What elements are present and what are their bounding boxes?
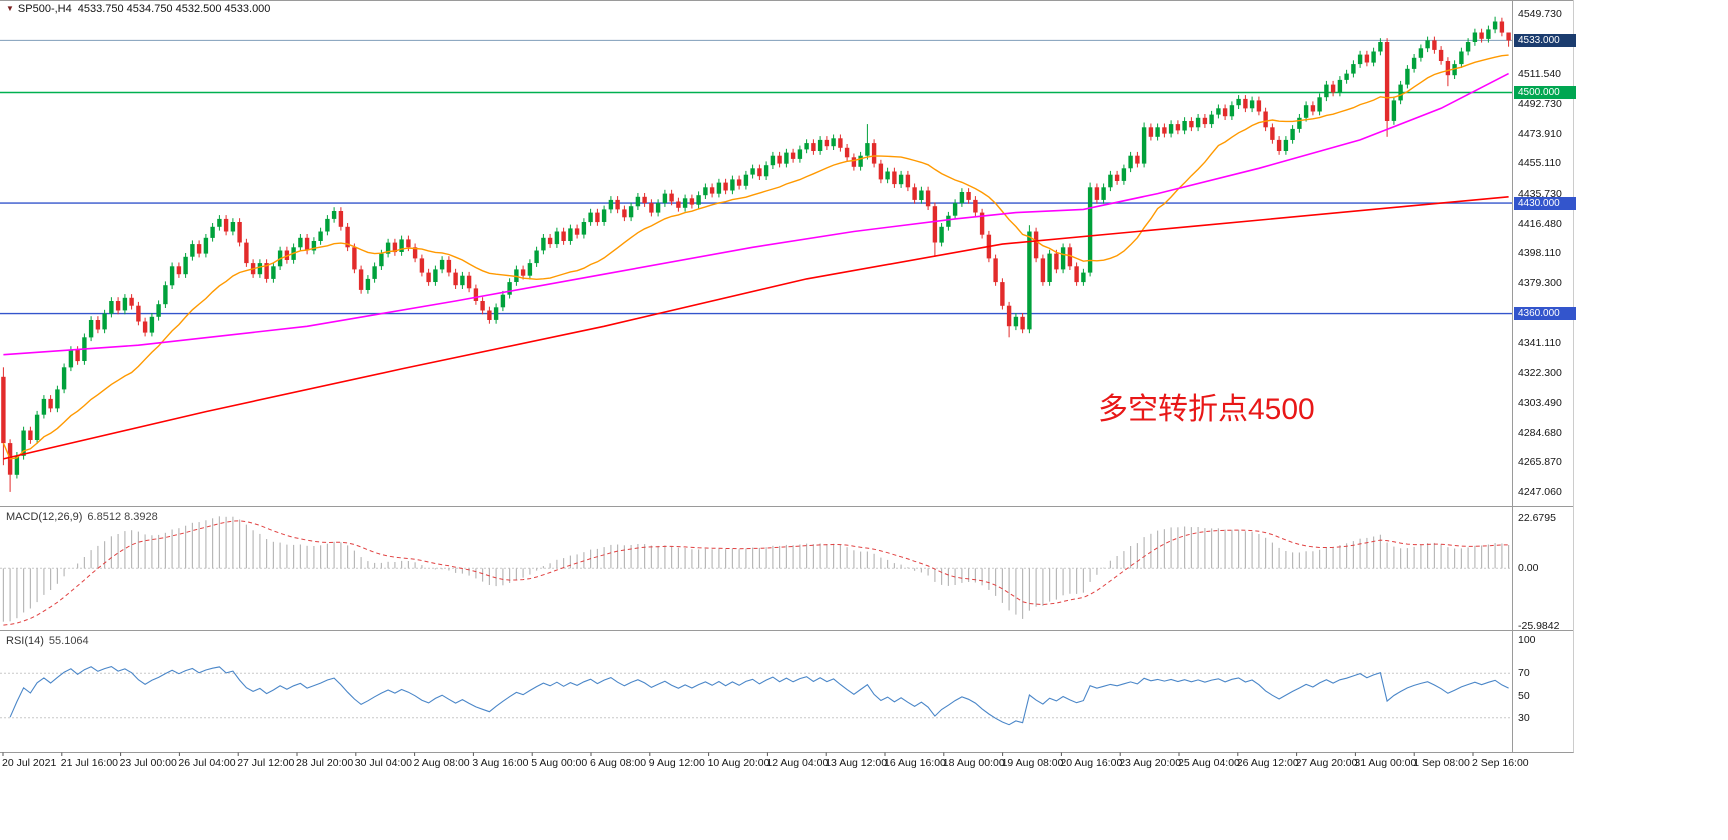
rsi-axis-label: 70 <box>1518 667 1530 680</box>
price-axis-label: 4247.060 <box>1518 486 1562 498</box>
price-axis-label: 4455.110 <box>1518 157 1562 170</box>
macd-axis-label: -25.9842 <box>1518 619 1560 632</box>
price-badge-hline: 4430.000 <box>1514 196 1576 210</box>
macd-axis-label: 0.00 <box>1518 562 1539 575</box>
time-axis-label: 12 Aug 04:00 <box>766 757 829 769</box>
price-axis-label: 4265.870 <box>1518 456 1562 469</box>
time-axis-label: 25 Aug 04:00 <box>1178 757 1240 769</box>
time-axis-label: 27 Aug 20:00 <box>1295 757 1358 769</box>
macd-axis-label: 22.6795 <box>1518 511 1556 524</box>
time-axis-label: 19 Aug 08:00 <box>1001 757 1064 769</box>
price-axis-label: 4322.300 <box>1518 367 1562 380</box>
time-axis-label: 20 Aug 16:00 <box>1060 757 1123 769</box>
price-axis-label: 4379.300 <box>1518 277 1562 290</box>
time-axis-label: 2 Aug 08:00 <box>413 757 470 769</box>
time-axis-label: 31 Aug 00:00 <box>1354 757 1417 769</box>
time-axis-label: 27 Jul 12:00 <box>237 757 295 769</box>
time-axis[interactable]: 20 Jul 2021 21 Jul 16:00 23 Jul 00:00 26 Ju… <box>0 753 1574 775</box>
price-axis-label: 4549.730 <box>1518 8 1562 20</box>
time-axis-label: 30 Jul 04:00 <box>354 757 413 769</box>
symbol-title: SP500-,H4 <box>17 3 72 15</box>
time-axis-label: 21 Jul 16:00 <box>60 757 119 769</box>
time-axis-label: 9 Aug 12:00 <box>648 757 705 769</box>
price-badge-hline: 4500.000 <box>1514 86 1576 100</box>
price-axis-label: 4303.490 <box>1518 396 1562 409</box>
rsi-value: 55.1064 <box>48 635 89 647</box>
time-axis-label: 16 Aug 16:00 <box>884 757 946 769</box>
price-axis-label: 4398.110 <box>1518 247 1562 260</box>
price-badge-current-price: 4533.000 <box>1514 33 1576 47</box>
price-axis-label: 4416.480 <box>1518 218 1562 231</box>
price-axis-label: 4473.910 <box>1518 127 1562 140</box>
price-axis-label: 4341.110 <box>1518 337 1562 350</box>
time-axis-label: 2 Sep 16:00 <box>1472 757 1529 769</box>
price-axis-label: 4511.540 <box>1518 68 1562 81</box>
macd-values: 6.8512 8.3928 <box>87 511 158 523</box>
price-badge-hline: 4360.000 <box>1514 307 1576 321</box>
symbol-marker-icon: ▼ <box>6 4 14 13</box>
header-ohlc-values: 4533.750 4534.750 4532.500 4533.000 <box>77 3 271 15</box>
price-axis-label: 4492.730 <box>1518 98 1562 111</box>
time-axis-label: 20 Jul 2021 <box>2 757 57 769</box>
rsi-axis-label: 30 <box>1518 711 1530 724</box>
time-axis-label: 26 Aug 12:00 <box>1236 757 1299 769</box>
rsi-panel-label: RSI(14) 55.1064 <box>6 635 89 647</box>
time-axis-label: 13 Aug 12:00 <box>825 757 888 769</box>
time-axis-label: 3 Aug 16:00 <box>472 757 529 769</box>
time-axis-label: 28 Jul 20:00 <box>296 757 354 769</box>
time-axis-label: 6 Aug 08:00 <box>590 757 647 769</box>
time-axis-label: 23 Jul 00:00 <box>119 757 177 769</box>
rsi-axis-label: 50 <box>1518 689 1530 702</box>
chart-annotation: 多空转折点4500 <box>1098 393 1315 426</box>
price-axis-label: 4284.680 <box>1518 426 1562 439</box>
time-axis-label: 23 Aug 20:00 <box>1119 757 1182 769</box>
time-axis-label: 1 Sep 08:00 <box>1413 757 1470 769</box>
time-axis-label: 5 Aug 00:00 <box>531 757 588 769</box>
macd-panel-label: MACD(12,26,9) 6.8512 8.3928 <box>6 511 158 523</box>
chart-header: ▼ SP500-,H4 4533.750 4534.750 4532.500 453… <box>6 3 270 15</box>
macd-label: MACD(12,26,9) <box>6 511 83 523</box>
time-axis-label: 18 Aug 00:00 <box>942 757 1005 769</box>
rsi-label: RSI(14) <box>6 635 44 647</box>
rsi-axis-label: 100 <box>1518 634 1536 646</box>
time-axis-label: 26 Jul 04:00 <box>178 757 236 769</box>
time-axis-label: 10 Aug 20:00 <box>707 757 770 769</box>
price-scale[interactable]: 4549.730 4511.540 4492.730 4473.910 4455.110… <box>1512 0 1728 752</box>
